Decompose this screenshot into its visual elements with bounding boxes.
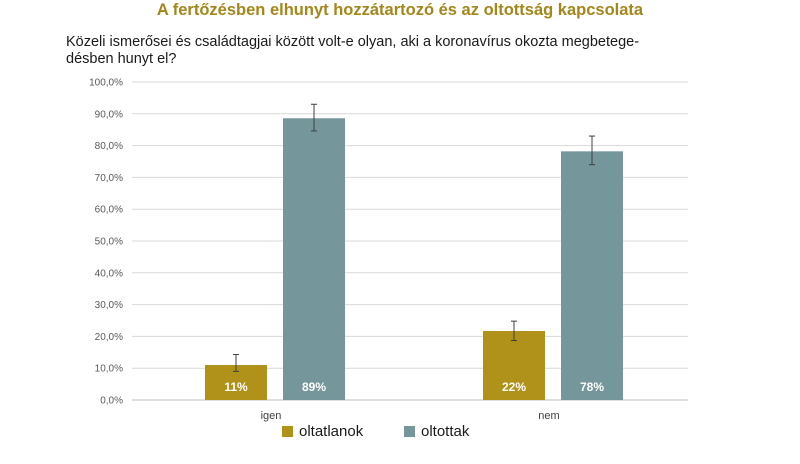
x-axis: igen nem — [261, 410, 560, 422]
bar-oltottak-igen — [283, 118, 345, 400]
chart-subtitle: Közeli ismerősei és családtagjai között … — [66, 34, 726, 68]
bar-oltatlanok-nem — [483, 330, 545, 400]
data-label: 78% — [580, 380, 604, 394]
data-label: 11% — [224, 380, 248, 394]
error-bars — [233, 103, 595, 372]
legend-swatch — [404, 426, 415, 437]
x-tick-label: igen — [261, 410, 282, 422]
y-tick-label: 60,0% — [95, 205, 123, 216]
y-tick-label: 10,0% — [95, 364, 123, 375]
y-tick-label: 100,0% — [89, 78, 123, 89]
y-axis: 0,0% 10,0% 20,0% 30,0% 40,0% 50,0% 60,0% 70,0% 8… — [89, 78, 123, 407]
bar-oltottak-nem — [561, 151, 623, 400]
x-tick-label: nem — [538, 410, 559, 422]
data-label: 89% — [302, 380, 326, 394]
y-tick-label: 40,0% — [95, 268, 123, 279]
legend-label: oltottak — [421, 423, 470, 440]
bars — [205, 118, 623, 400]
y-tick-label: 0,0% — [100, 396, 123, 407]
subtitle-line-2: désben hunyt el? — [66, 51, 177, 67]
data-labels: 11% 89% 22% 78% — [224, 380, 604, 394]
legend-label: oltatlanok — [299, 423, 364, 440]
chart-title: A fertőzésben elhunyt hozzátartozó és az… — [156, 1, 644, 19]
y-tick-label: 70,0% — [95, 173, 123, 184]
legend-swatch — [282, 426, 293, 437]
y-tick-label: 50,0% — [95, 237, 123, 248]
y-tick-label: 80,0% — [95, 141, 123, 152]
y-tick-label: 90,0% — [95, 109, 123, 120]
y-tick-label: 20,0% — [95, 332, 123, 343]
y-tick-label: 30,0% — [95, 300, 123, 311]
subtitle-line-1: Közeli ismerősei és családtagjai között … — [66, 34, 640, 50]
legend: oltatlanok oltottak — [282, 423, 470, 440]
data-label: 22% — [502, 380, 526, 394]
